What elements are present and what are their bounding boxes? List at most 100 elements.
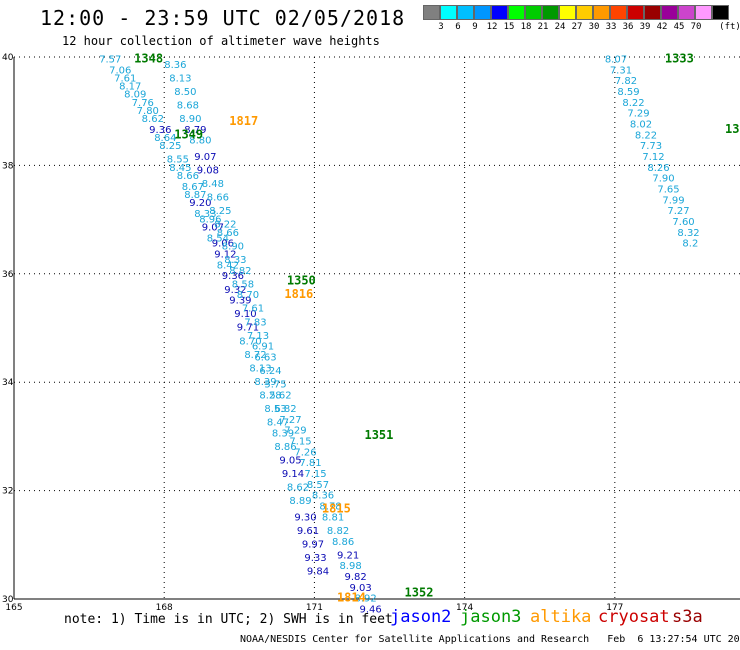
wave-height-value: 7.27 [667,206,689,217]
wave-height-value: 8.45 [169,163,191,174]
wave-height-value: 7.76 [132,98,154,109]
wave-height-value: 8.62 [142,114,164,125]
wave-height-value: 7.06 [109,65,131,76]
scale-swatch [440,5,457,20]
wave-height-value: 6.91 [252,342,274,353]
wave-height-value: 8.89 [289,496,311,507]
wave-height-value: 8.79 [184,125,206,136]
scale-swatch [559,5,576,20]
footer-credit: NOAA/NESDIS Center for Satellite Applica… [240,634,740,645]
scale-swatch [678,5,695,20]
scale-swatch [610,5,627,20]
wave-height-value: 7.31 [610,65,632,76]
wave-height-value: 8.82 [229,266,251,277]
scale-label: 18 [520,22,532,32]
scale-swatch [695,5,712,20]
wave-height-value: 6.82 [274,404,296,415]
wave-height-value: 8.2 [682,239,698,250]
wave-height-value: 9.36 [149,125,171,136]
y-tick-label: 36 [2,270,14,280]
pass-time-label: 1350 [287,274,316,288]
scale-swatch [474,5,491,20]
wave-height-value: 8.53 [264,404,286,415]
pass-time-label: 1349 [174,127,203,141]
legend-cryosat: cryosat [598,607,670,627]
page-title: 12:00 - 23:59 UTC 02/05/2018 [40,6,406,30]
note-text: note: 1) Time is in UTC; 2) SWH is in fe… [64,612,393,627]
y-tick-label: 34 [2,378,14,388]
wave-height-value: 9.46 [359,605,381,616]
y-tick-label: 38 [2,161,14,171]
scale-label: 3 [438,22,444,32]
wave-height-value: 8.96 [199,214,221,225]
wave-height-value: 9.39 [229,296,251,307]
scale-swatch [542,5,559,20]
wave-height-value: 9.84 [307,567,329,578]
pass-time-label: 1816 [284,287,313,301]
page-subtitle: 12 hour collection of altimeter wave hei… [62,34,380,48]
wave-height-value: 8.86 [274,442,296,453]
wave-height-value: 8.13 [169,73,191,84]
pass-time-label: 1348 [134,51,163,65]
wave-height-value: 8.39 [254,377,276,388]
wave-height-value: 7.83 [244,317,266,328]
wave-height-value: 8.90 [179,114,201,125]
wave-height-value: 7.27 [279,415,301,426]
wave-height-value: 8.22 [622,98,644,109]
wave-height-value: 8.62 [287,483,309,494]
wave-height-value: 9.21 [337,550,359,561]
wave-height-value: 7.82 [615,76,637,87]
wave-height-value: 8.72 [244,350,266,361]
pass-time-label: 1817 [229,114,258,128]
wave-height-value: 7.60 [672,217,694,228]
wave-height-value: 9.61 [297,526,319,537]
scale-swatch [593,5,610,20]
wave-height-value: 9.32 [224,285,246,296]
wave-height-value: 9.10 [234,309,256,320]
wave-height-value: 5.62 [269,390,291,401]
pass-time-label: 1334 [725,122,740,136]
wave-height-value: 7.29 [284,426,306,437]
wave-height-value: 9.03 [349,583,371,594]
wave-height-value: 9.33 [304,553,326,564]
scale-swatch [457,5,474,20]
y-tick-label: 30 [2,595,14,605]
wave-height-value: 8.59 [617,87,639,98]
wave-height-value: 8.66 [217,228,239,239]
pass-time-label: 1351 [364,428,393,442]
wave-height-value: 5.75 [264,380,286,391]
scale-swatch [576,5,593,20]
scale-swatch [508,5,525,20]
wave-height-value: 8.13 [249,363,271,374]
wave-height-value: 8.28 [259,390,281,401]
scale-swatch [644,5,661,20]
wave-height-value: 8.86 [332,537,354,548]
wave-height-value: 9.12 [214,250,236,261]
x-tick-label: 174 [456,603,473,613]
scale-label: 70 [690,22,702,32]
wave-height-value: 7.57 [99,54,121,65]
wave-height-value: 9.71 [237,323,259,334]
wave-height-value: 8.22 [635,130,657,141]
wave-height-value: 7.26 [294,447,316,458]
wave-height-value: 8.82 [327,526,349,537]
wave-height-value: 8.17 [119,82,141,93]
wave-height-value: 8.80 [189,136,211,147]
scale-label: 24 [554,22,566,32]
scale-label: 9 [472,22,478,32]
wave-height-value: 8.70 [237,290,259,301]
scale-unit: (ft) [719,22,740,32]
wave-height-value: 7.61 [114,73,136,84]
wave-height-value: 9.08 [197,166,219,177]
wave-height-value: 9.30 [294,512,316,523]
legend-jason3: jason3 [460,607,522,627]
scale-label: 6 [455,22,461,32]
wave-height-value: 7.90 [652,174,674,185]
pass-time-label: 1814 [337,591,366,605]
wave-height-value: 7.61 [242,304,264,315]
legend-jason2: jason2 [390,607,452,627]
wave-height-value: 8.68 [177,100,199,111]
wave-height-value: 9.97 [302,540,324,551]
wave-height-value: 7.80 [137,106,159,117]
